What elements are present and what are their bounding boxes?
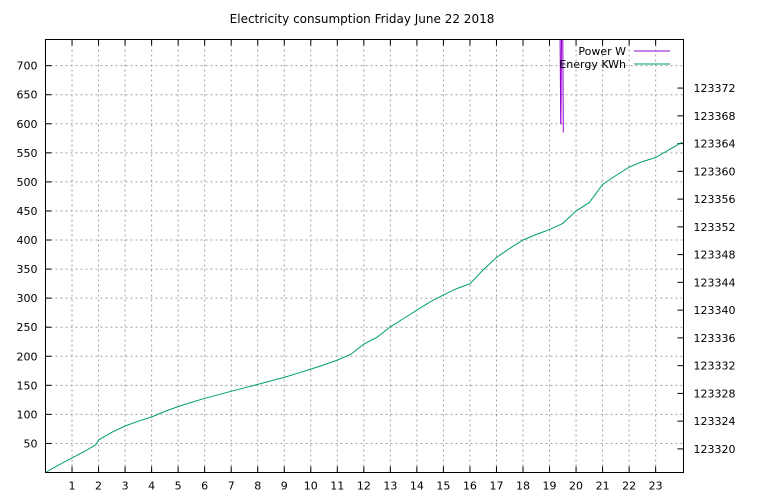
x-tick-label: 11 xyxy=(330,480,344,493)
y2-tick-label: 123336 xyxy=(694,332,736,345)
y-tick-label: 350 xyxy=(17,263,38,276)
x-axis: 1 2 3 4 5 6 7 8 9 10 11 12 13 14 15 16 17 18 19 20 21 22 23 xyxy=(69,39,663,493)
x-tick-label: 19 xyxy=(543,480,557,493)
x-tick-label: 7 xyxy=(228,480,235,493)
y-tick-label: 150 xyxy=(17,379,38,392)
x-tick-label: 13 xyxy=(383,480,397,493)
x-tick-label: 4 xyxy=(148,480,155,493)
x-tick-label: 21 xyxy=(596,480,610,493)
x-tick-label: 10 xyxy=(304,480,318,493)
x-tick-label: 9 xyxy=(281,480,288,493)
y-tick-label: 600 xyxy=(17,118,38,131)
y-tick-label: 50 xyxy=(24,437,38,450)
y-tick-label: 300 xyxy=(17,292,38,305)
y-tick-label: 250 xyxy=(17,321,38,334)
y-tick-label: 650 xyxy=(17,89,38,102)
y2-tick-label: 123344 xyxy=(694,276,736,289)
series-line-1 xyxy=(45,141,683,473)
y2-tick-label: 123328 xyxy=(694,387,736,400)
x-tick-label: 17 xyxy=(489,480,503,493)
legend: Power W Energy KWh xyxy=(559,45,670,71)
y2-tick-label: 123348 xyxy=(694,249,736,262)
x-tick-label: 1 xyxy=(69,480,76,493)
y2-tick-label: 123320 xyxy=(694,443,736,456)
chart-title: Electricity consumption Friday June 22 2… xyxy=(230,12,495,26)
x-tick-label: 5 xyxy=(175,480,182,493)
y2-tick-label: 123356 xyxy=(694,193,736,206)
y2-tick-label: 123352 xyxy=(694,221,736,234)
x-tick-label: 2 xyxy=(95,480,102,493)
y2-tick-label: 123368 xyxy=(694,110,736,123)
y-tick-label: 100 xyxy=(17,408,38,421)
y2-tick-label: 123364 xyxy=(694,138,736,151)
y-tick-label: 700 xyxy=(17,60,38,73)
x-tick-label: 6 xyxy=(201,480,208,493)
plot-frame xyxy=(45,39,684,473)
x-tick-label: 12 xyxy=(357,480,371,493)
x-tick-label: 14 xyxy=(410,480,424,493)
x-tick-label: 18 xyxy=(516,480,530,493)
y2-tick-label: 123372 xyxy=(694,82,736,95)
y-tick-label: 550 xyxy=(17,147,38,160)
y-tick-label: 500 xyxy=(17,176,38,189)
series-line-0-segment xyxy=(562,39,564,133)
x-tick-label: 3 xyxy=(122,480,129,493)
y-tick-label: 400 xyxy=(17,234,38,247)
x-tick-label: 16 xyxy=(463,480,477,493)
y2-axis: 123320 123324 123328 123332 123336 123340 1233… xyxy=(677,82,736,456)
grid xyxy=(45,39,684,473)
x-tick-label: 23 xyxy=(649,480,663,493)
legend-label-energy: Energy KWh xyxy=(559,58,626,71)
x-tick-label: 15 xyxy=(436,480,450,493)
y2-tick-label: 123324 xyxy=(694,415,736,428)
legend-label-power: Power W xyxy=(578,45,626,58)
y2-tick-label: 123332 xyxy=(694,360,736,373)
y-tick-label: 200 xyxy=(17,350,38,363)
x-tick-label: 20 xyxy=(569,480,583,493)
y-axis: 50 100 150 200 250 300 350 400 450 500 550 600 650 70… xyxy=(17,60,52,450)
y2-tick-label: 123340 xyxy=(694,304,736,317)
x-tick-label: 8 xyxy=(254,480,261,493)
y-tick-label: 450 xyxy=(17,205,38,218)
x-tick-label: 22 xyxy=(622,480,636,493)
y2-tick-label: 123360 xyxy=(694,165,736,178)
